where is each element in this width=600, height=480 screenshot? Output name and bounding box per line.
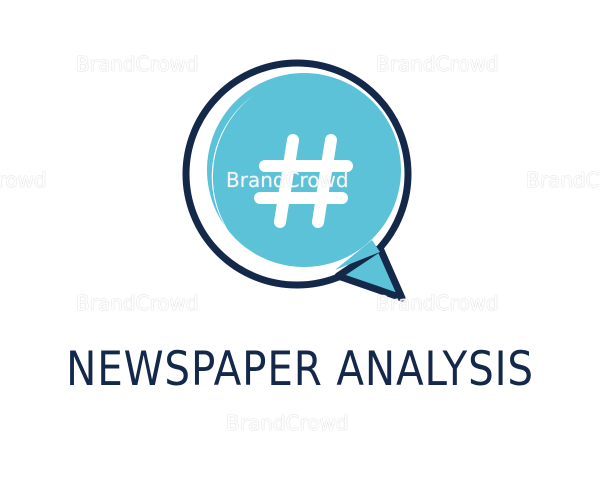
hashtag-icon <box>254 134 353 228</box>
brand-wordmark: NEWSPAPER ANALYSIS <box>66 342 534 397</box>
bubble-tail <box>334 244 406 302</box>
speech-bubble-icon <box>182 59 412 302</box>
bubble-outline <box>182 59 412 289</box>
bubble-tail-join <box>335 240 380 270</box>
